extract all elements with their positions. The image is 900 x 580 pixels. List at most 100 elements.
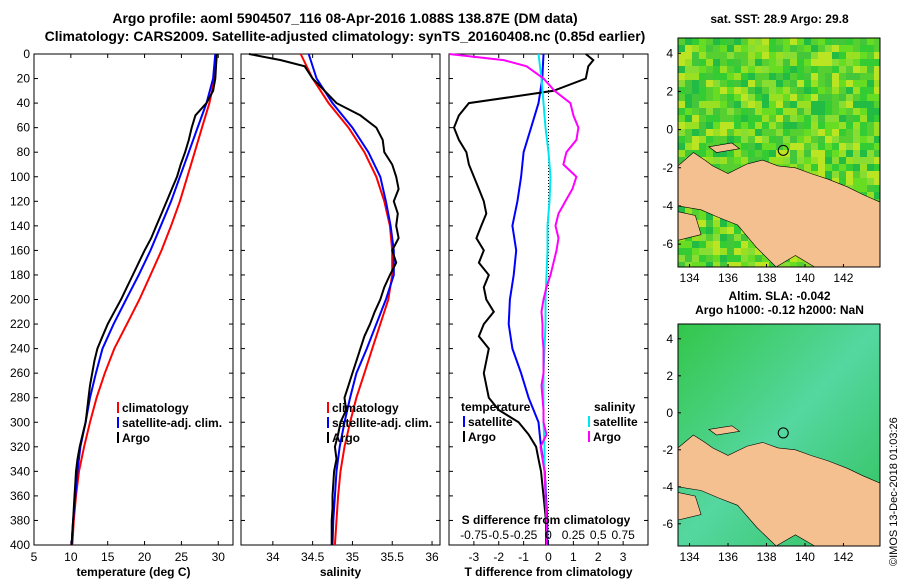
temp-y-tick-label: 100 xyxy=(10,170,30,184)
sst-map-sst-cell xyxy=(699,59,706,66)
sst-map-sst-cell xyxy=(678,52,685,59)
temp-y-tick-label: 160 xyxy=(10,243,30,257)
sst-map-sst-cell xyxy=(839,73,846,80)
sst-map-sst-cell xyxy=(860,59,867,66)
sst-map-sst-cell xyxy=(720,108,727,115)
sst-map-sst-cell xyxy=(818,129,825,136)
sst-map-sst-cell xyxy=(713,136,720,143)
sst-map-sst-cell xyxy=(769,108,776,115)
sst-map-sst-cell xyxy=(685,59,692,66)
sst-map-sst-cell xyxy=(797,122,804,129)
sst-map-sst-cell xyxy=(818,87,825,94)
sst-map-sst-cell xyxy=(741,129,748,136)
diff-x-tick-label: -3 xyxy=(469,550,480,564)
sst-map-sst-cell xyxy=(783,52,790,59)
sst-map-sst-cell xyxy=(839,115,846,122)
sst-map-sst-cell xyxy=(720,136,727,143)
sst-map-sst-cell xyxy=(776,108,783,115)
temp-y-tick-label: 400 xyxy=(10,538,30,552)
temp-x-tick-label: 5 xyxy=(31,550,38,564)
sst-map-sst-cell xyxy=(874,192,880,199)
temp-y-tick-label: 340 xyxy=(10,464,30,478)
sst-map-sst-cell xyxy=(769,73,776,80)
sst-map-sst-cell xyxy=(741,59,748,66)
sst-map-sst-cell xyxy=(685,101,692,108)
sst-map-sst-cell xyxy=(839,143,846,150)
sst-map-sst-cell xyxy=(685,136,692,143)
sst-map-sst-cell xyxy=(769,52,776,59)
sst-map-sst-cell xyxy=(727,157,734,164)
sst-map-sst-cell xyxy=(734,129,741,136)
sst-map-sst-cell xyxy=(874,52,880,59)
sal-legend-0-label: climatology xyxy=(332,401,399,415)
sst-map-sst-cell xyxy=(762,255,769,262)
sla-map-subtitle: Argo h1000: -0.12 h2000: NaN xyxy=(695,303,864,317)
sst-map-sst-cell xyxy=(783,122,790,129)
sst-map-sst-cell xyxy=(727,59,734,66)
sst-map-sst-cell xyxy=(797,80,804,87)
sst-map-sst-cell xyxy=(867,73,874,80)
sst-map-sst-cell xyxy=(790,115,797,122)
sst-map-sst-cell xyxy=(860,108,867,115)
sst-map-sst-cell xyxy=(790,108,797,115)
sst-map-sst-cell xyxy=(706,129,713,136)
sst-map-sst-cell xyxy=(867,52,874,59)
sst-map-sst-cell xyxy=(692,248,699,255)
sst-map-sst-cell xyxy=(867,108,874,115)
sst-map-sst-cell xyxy=(678,129,685,136)
sst-map-sst-cell xyxy=(755,255,762,262)
sst-map-sst-cell xyxy=(769,101,776,108)
sst-map-sst-cell xyxy=(720,45,727,52)
sst-map-sst-cell xyxy=(846,150,853,157)
sst-map-sst-cell xyxy=(769,122,776,129)
sst-map-sst-cell xyxy=(769,87,776,94)
sst-map-sst-cell xyxy=(678,38,685,45)
sst-map-sst-cell xyxy=(769,115,776,122)
sst-map-sst-cell xyxy=(727,136,734,143)
sst-map-sst-cell xyxy=(867,143,874,150)
sst-map-sst-cell xyxy=(797,45,804,52)
sst-map-sst-cell xyxy=(776,45,783,52)
sst-map-sst-cell xyxy=(874,108,880,115)
sst-map-sst-cell xyxy=(811,94,818,101)
temp-x-tick-label: 10 xyxy=(64,550,78,564)
sst-map-sst-cell xyxy=(678,45,685,52)
sst-map-sst-cell xyxy=(853,129,860,136)
sst-map-sst-cell xyxy=(727,150,734,157)
sst-map-sst-cell xyxy=(748,150,755,157)
sst-map-sst-cell xyxy=(846,129,853,136)
sst-map-sst-cell xyxy=(699,101,706,108)
sst-map-sst-cell xyxy=(860,52,867,59)
sal-x-axis-label: salinity xyxy=(320,565,362,579)
sst-map-sst-cell xyxy=(776,115,783,122)
sst-map-sst-cell xyxy=(797,87,804,94)
sst-map-sst-cell xyxy=(685,122,692,129)
sst-map-sst-cell xyxy=(867,136,874,143)
sla-map-x-tick-label: 140 xyxy=(795,550,815,564)
sst-map-sst-cell xyxy=(706,101,713,108)
sst-map-sst-cell xyxy=(874,94,880,101)
sal-x-tick-label: 34.5 xyxy=(301,550,325,564)
sst-map-sst-cell xyxy=(720,150,727,157)
sst-map-sst-cell xyxy=(734,87,741,94)
sst-map-sst-cell xyxy=(839,66,846,73)
sst-map-sst-cell xyxy=(874,115,880,122)
temp-y-tick-label: 0 xyxy=(23,47,30,61)
sst-map-sst-cell xyxy=(811,80,818,87)
sla-map-y-tick-label: 0 xyxy=(666,406,673,420)
sst-map-sst-cell xyxy=(797,108,804,115)
sst-map-sst-cell xyxy=(860,185,867,192)
sst-map-sst-cell xyxy=(678,157,685,164)
sst-map-sst-cell xyxy=(685,80,692,87)
sst-map-sst-cell xyxy=(699,136,706,143)
temp-x-tick-label: 30 xyxy=(212,550,226,564)
sst-map-sst-cell xyxy=(741,52,748,59)
sst-map-sst-cell xyxy=(825,143,832,150)
sst-map-sst-cell xyxy=(776,73,783,80)
sst-map-sst-cell xyxy=(867,192,874,199)
sst-map-sst-cell xyxy=(804,45,811,52)
sst-map-sst-cell xyxy=(846,122,853,129)
sst-map-sst-cell xyxy=(825,129,832,136)
sst-map-sst-cell xyxy=(811,52,818,59)
